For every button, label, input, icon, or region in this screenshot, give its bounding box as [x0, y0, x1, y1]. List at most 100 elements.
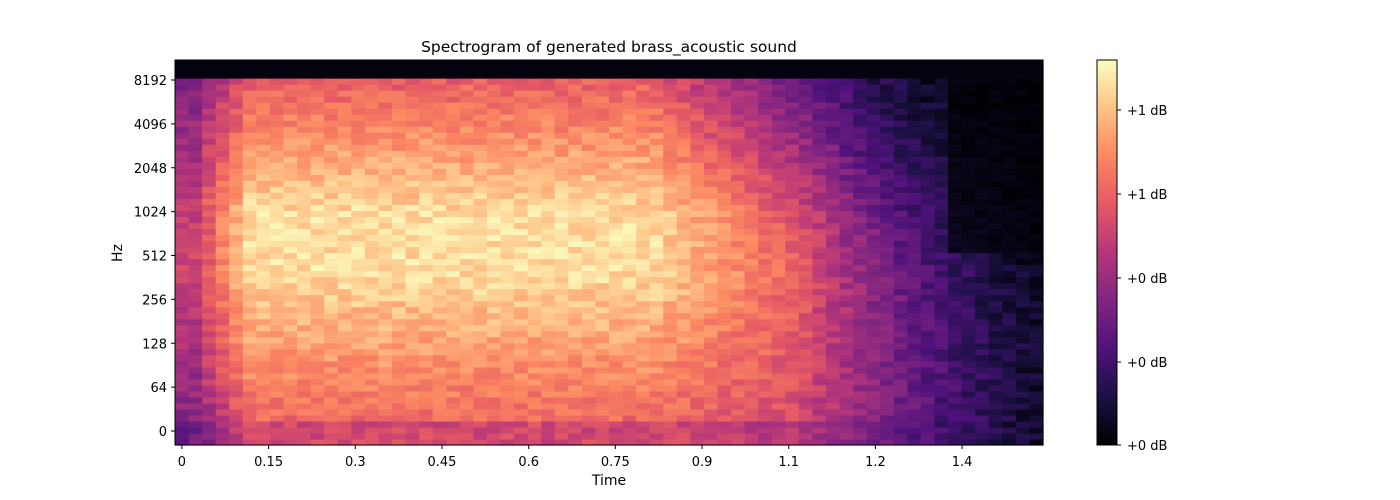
spectrogram-cell [703, 132, 719, 139]
spectrogram-cell [853, 240, 868, 248]
spectrogram-cell [812, 342, 827, 350]
spectrogram-cell [988, 84, 1003, 91]
spectrogram-cell [717, 258, 732, 266]
spectrogram-cell [663, 102, 678, 109]
spectrogram-cell [378, 216, 393, 224]
spectrogram-cell [622, 270, 637, 278]
spectrogram-cell [283, 288, 298, 296]
spectrogram-cell [812, 138, 827, 145]
spectrogram-cell [337, 234, 352, 242]
spectrogram-cell [514, 294, 529, 302]
spectrogram-cell [378, 330, 393, 338]
spectrogram-cell [229, 114, 244, 121]
spectrogram-cell [242, 114, 257, 121]
spectrogram-cell [324, 384, 339, 392]
spectrogram-cell [812, 84, 827, 91]
spectrogram-cell [893, 174, 908, 181]
spectrogram-cell [324, 84, 339, 91]
spectrogram-cell [961, 288, 976, 296]
spectrogram-cell [581, 402, 597, 410]
spectrogram-cell [663, 402, 678, 410]
spectrogram-cell [1029, 360, 1044, 368]
spectrogram-cell [364, 234, 380, 242]
spectrogram-cell [269, 360, 285, 368]
spectrogram-cell [405, 252, 420, 260]
spectrogram-cell [798, 60, 814, 67]
spectrogram-cell [581, 300, 597, 308]
spectrogram-cell [649, 60, 664, 67]
spectrogram-cell [378, 420, 393, 428]
spectrogram-cell [853, 120, 868, 127]
spectrogram-cell [771, 96, 786, 103]
spectrogram-cell [744, 72, 759, 79]
spectrogram-cell [486, 144, 502, 151]
spectrogram-cell [405, 312, 420, 320]
spectrogram-cell [324, 114, 339, 121]
spectrogram-cell [527, 102, 542, 109]
spectrogram-cell [405, 120, 420, 127]
spectrogram-cell [893, 438, 908, 446]
spectrogram-cell [663, 66, 678, 73]
spectrogram-cell [229, 78, 244, 85]
spectrogram-cell [961, 276, 976, 284]
spectrogram-cell [988, 342, 1003, 350]
spectrogram-cell [297, 96, 312, 103]
spectrogram-cell [310, 354, 325, 362]
spectrogram-cell [948, 132, 963, 139]
spectrogram-cell [880, 240, 895, 248]
spectrogram-cell [785, 186, 800, 193]
spectrogram-cell [676, 168, 691, 175]
spectrogram-cell [473, 66, 488, 73]
spectrogram-cell [1029, 234, 1044, 242]
spectrogram-cell [975, 342, 990, 350]
spectrogram-cell [541, 390, 556, 398]
spectrogram-cell [988, 78, 1003, 85]
spectrogram-cell [554, 72, 569, 79]
spectrogram-cell [446, 108, 461, 115]
spectrogram-cell [988, 156, 1003, 163]
spectrogram-cell [283, 372, 298, 380]
spectrogram-cell [500, 84, 515, 91]
spectrogram-cell [378, 402, 393, 410]
spectrogram-cell [500, 204, 515, 211]
spectrogram-cell [364, 396, 380, 404]
spectrogram-cell [405, 234, 420, 242]
spectrogram-cell [242, 330, 257, 338]
spectrogram-cell [527, 396, 542, 404]
colorbar-ticks: +1 dB+1 dB+0 dB+0 dB+0 dB [1117, 104, 1167, 454]
spectrogram-cell [500, 186, 515, 193]
spectrogram-cell [622, 354, 637, 362]
spectrogram-cell [351, 168, 366, 175]
spectrogram-cell [649, 114, 664, 121]
spectrogram-cell [202, 60, 217, 67]
spectrogram-cell [907, 138, 922, 145]
spectrogram-cell [229, 132, 244, 139]
spectrogram-cell [975, 306, 990, 314]
spectrogram-cell [215, 222, 230, 230]
spectrogram-cell [934, 66, 949, 73]
spectrogram-cell [1015, 378, 1031, 386]
spectrogram-cell [798, 324, 814, 332]
spectrogram-cell [527, 360, 542, 368]
spectrogram-cell [948, 78, 963, 85]
y-tick-label: 2048 [134, 162, 167, 177]
spectrogram-cell [581, 420, 597, 428]
spectrogram-cell [812, 312, 827, 320]
spectrogram-cell [812, 126, 827, 133]
spectrogram-cell [364, 408, 380, 416]
spectrogram-cell [866, 372, 881, 380]
spectrogram-cell [744, 300, 759, 308]
spectrogram-cell [581, 294, 597, 302]
spectrogram-cell [812, 336, 827, 344]
spectrogram-cell [364, 78, 380, 85]
spectrogram-cell [269, 66, 285, 73]
spectrogram-cell [202, 348, 217, 356]
spectrogram-cell [798, 138, 814, 145]
spectrogram-cell [364, 108, 380, 115]
spectrogram-cell [798, 234, 814, 242]
spectrogram-cell [446, 414, 461, 422]
spectrogram-cell [473, 372, 488, 380]
spectrogram-cell [500, 192, 515, 199]
spectrogram-cell [324, 264, 339, 272]
spectrogram-cell [405, 300, 420, 308]
